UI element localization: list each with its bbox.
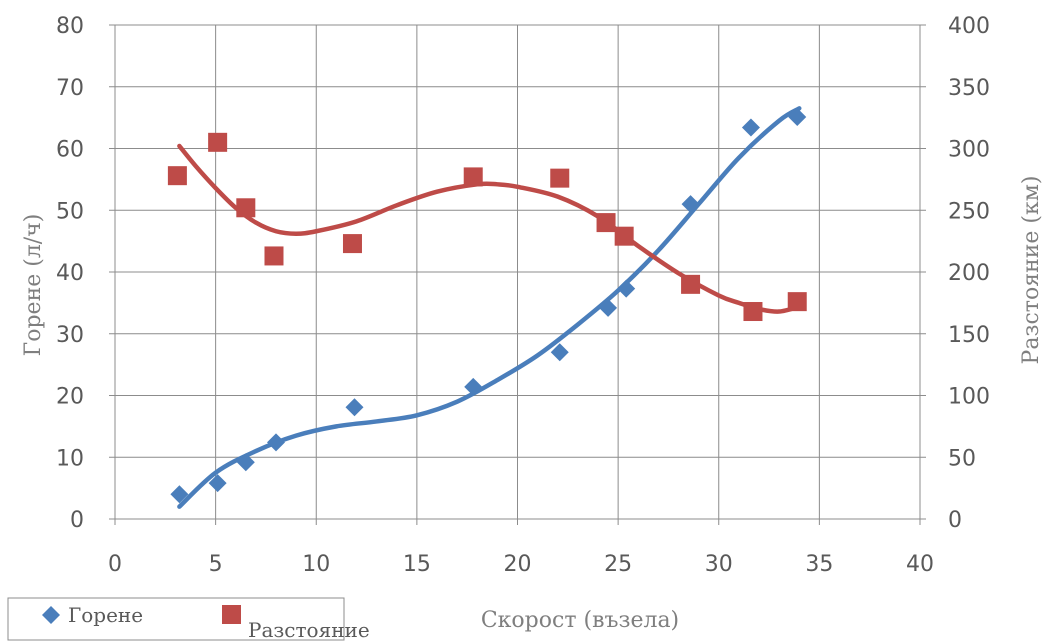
y2-tick-label: 50 xyxy=(948,446,976,471)
razstoyanie-point xyxy=(208,132,228,152)
y-tick-label: 20 xyxy=(56,385,84,410)
gorene-point xyxy=(464,377,483,396)
y2-tick-label: 200 xyxy=(948,261,990,286)
x-tick-label: 40 xyxy=(906,552,934,577)
razstoyanie-series xyxy=(167,132,807,322)
gorene-trendline xyxy=(177,106,802,509)
legend-box xyxy=(7,597,345,641)
razstoyanie-point xyxy=(614,226,634,246)
y-tick-label: 40 xyxy=(56,261,84,286)
gorene-point xyxy=(236,453,255,472)
y2-tick-label: 300 xyxy=(948,138,990,163)
y-tick-label: 0 xyxy=(70,508,84,533)
gorene-point xyxy=(741,118,760,137)
y2-tick-label: 0 xyxy=(948,508,962,533)
razstoyanie-point xyxy=(681,274,701,294)
gorene-point xyxy=(345,398,364,417)
y2-tick-label: 150 xyxy=(948,323,990,348)
razstoyanie-point xyxy=(596,213,616,233)
razstoyanie-point xyxy=(787,292,807,312)
legend-razstoyanie-label: Разстояние xyxy=(248,618,370,641)
x-tick-label: 0 xyxy=(108,552,122,577)
gorene-point xyxy=(550,343,569,362)
legend-gorene-label: Горене xyxy=(68,603,143,627)
y2-tick-label: 350 xyxy=(948,76,990,101)
x-tick-label: 5 xyxy=(209,552,223,577)
y-tick-label: 30 xyxy=(56,323,84,348)
y-tick-label: 80 xyxy=(56,14,84,39)
y-tick-label: 50 xyxy=(56,199,84,224)
y-tick-label: 10 xyxy=(56,446,84,471)
y-tick-labels: 0 10 20 30 40 50 60 70 80 xyxy=(56,14,84,533)
gorene-point xyxy=(208,474,227,493)
razstoyanie-point xyxy=(743,302,763,322)
y2-tick-labels: 0 50 100 150 200 250 300 350 400 xyxy=(948,14,990,533)
y2-tick-label: 100 xyxy=(948,385,990,410)
gridlines xyxy=(109,24,926,525)
razstoyanie-point xyxy=(463,167,483,187)
razstoyanie-point xyxy=(264,246,284,266)
legend-gorene-marker xyxy=(42,606,60,624)
gorene-point xyxy=(681,195,700,214)
razstoyanie-point xyxy=(550,168,570,188)
legend: Горене Разстояние xyxy=(7,597,370,641)
gorene-point xyxy=(788,108,807,127)
y2-axis-title: Разстояние (км) xyxy=(1019,176,1043,365)
y2-tick-label: 400 xyxy=(948,14,990,39)
razstoyanie-point xyxy=(167,166,187,186)
gorene-point xyxy=(170,485,189,504)
y2-tick-label: 250 xyxy=(948,199,990,224)
x-tick-label: 10 xyxy=(302,552,330,577)
x-tick-label: 35 xyxy=(805,552,833,577)
x-tick-label: 25 xyxy=(604,552,632,577)
x-tick-labels: 0 5 10 15 20 25 30 35 40 xyxy=(108,552,934,577)
gorene-point xyxy=(267,433,285,452)
x-tick-label: 15 xyxy=(403,552,431,577)
y-axis-title: Горене (л/ч) xyxy=(21,214,46,357)
gorene-point xyxy=(599,298,618,317)
gorene-point xyxy=(617,279,636,298)
razstoyanie-point xyxy=(342,234,362,254)
razstoyanie-point xyxy=(236,198,256,218)
x-tick-label: 30 xyxy=(705,552,733,577)
razstoyanie-trendline xyxy=(177,143,802,314)
x-tick-label: 20 xyxy=(504,552,532,577)
legend-razstoyanie-marker xyxy=(222,605,241,624)
y-tick-label: 70 xyxy=(56,76,84,101)
y-tick-label: 60 xyxy=(56,138,84,163)
x-axis-title: Скорост (възела) xyxy=(481,608,679,633)
gorene-series xyxy=(170,106,807,509)
